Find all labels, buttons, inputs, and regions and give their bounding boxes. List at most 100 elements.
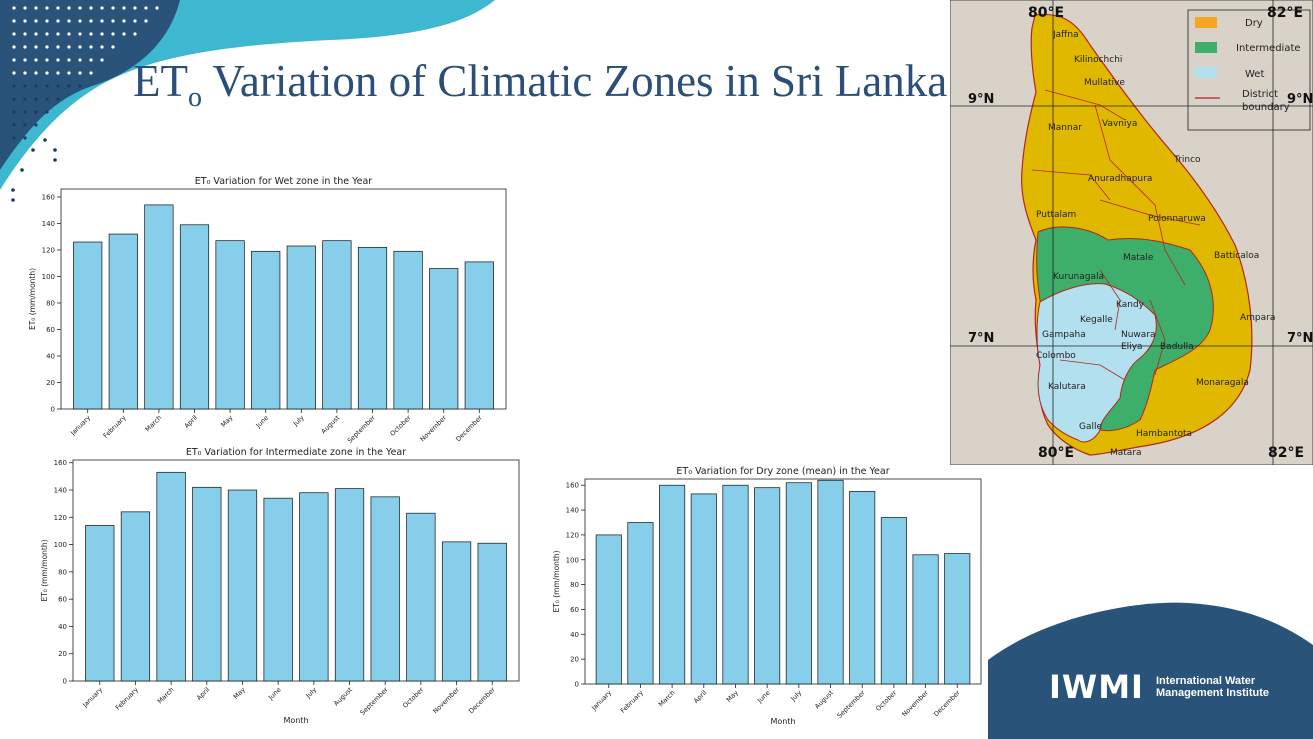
bar-june: [251, 250, 281, 410]
logo-background: [988, 602, 1313, 739]
decoration-dot: [45, 97, 49, 101]
y-tick-label: 120: [42, 246, 55, 254]
coord-9n-left: 9°N: [968, 92, 994, 107]
district-label: Hambantota: [1136, 429, 1192, 439]
bar-july: [286, 245, 316, 410]
y-tick-label: 160: [54, 459, 67, 467]
decoration-dot: [12, 45, 16, 49]
decoration-dot: [23, 58, 27, 62]
x-tick-label: September: [346, 414, 377, 445]
decoration-dot: [12, 58, 16, 62]
decoration-dot: [78, 71, 82, 75]
bar-may: [227, 489, 258, 682]
district-label: Mullative: [1084, 78, 1125, 88]
coord-bottom-right: 82°E: [1268, 445, 1304, 461]
header-decoration: [0, 0, 495, 202]
bar-november: [429, 268, 459, 410]
x-tick-label: July: [291, 414, 306, 429]
district-label: Nuwara: [1121, 330, 1156, 340]
decoration-dot: [78, 6, 82, 10]
x-tick-label: March: [144, 414, 164, 434]
decoration-dot: [12, 71, 16, 75]
y-tick-label: 160: [42, 193, 55, 201]
decoration-dot: [45, 19, 49, 23]
iwmi-logo: IWMI International Water Management Inst…: [1049, 668, 1276, 706]
district-label: Batticaloa: [1214, 251, 1259, 261]
decoration-dot: [89, 6, 93, 10]
y-tick-label: 60: [58, 596, 67, 604]
decoration-dot: [67, 84, 71, 88]
decoration-dot: [67, 6, 71, 10]
x-tick-label: November: [431, 686, 461, 716]
decoration-dot: [100, 6, 104, 10]
decoration-dot: [111, 19, 115, 23]
decoration-dot: [45, 110, 49, 114]
decoration-dot: [78, 45, 82, 49]
decoration-dot: [111, 32, 115, 36]
decoration-dot: [122, 19, 126, 23]
y-tick-label: 80: [46, 299, 55, 307]
decoration-dot: [23, 97, 27, 101]
bar-october: [880, 517, 907, 685]
decoration-dot: [78, 32, 82, 36]
decoration-dot: [56, 6, 60, 10]
x-tick-label: June: [755, 689, 771, 705]
bar-december: [477, 542, 507, 682]
district-label: Vavniya: [1102, 119, 1137, 129]
x-tick-label: February: [102, 414, 128, 440]
decoration-dot: [144, 19, 148, 23]
y-tick-label: 20: [570, 656, 579, 664]
decoration-dot: [11, 198, 15, 202]
decoration-dot: [78, 58, 82, 62]
logo-org-line2: Management Institute: [1155, 687, 1270, 699]
district-label: Kilinochchi: [1074, 55, 1122, 65]
y-tick-label: 100: [42, 273, 55, 281]
y-tick-label: 40: [58, 623, 67, 631]
x-tick-label: March: [156, 686, 176, 706]
district-label: Puttalam: [1036, 210, 1076, 220]
decoration-dot: [23, 84, 27, 88]
decoration-dot: [45, 32, 49, 36]
bar-february: [108, 233, 138, 410]
bar-april: [179, 224, 210, 410]
decoration-dot: [89, 58, 93, 62]
y-tick-label: 60: [570, 606, 579, 614]
decoration-dot: [67, 58, 71, 62]
y-tick-label: 0: [51, 406, 55, 414]
x-tick-label: May: [232, 686, 247, 701]
y-tick-label: 60: [46, 326, 55, 334]
y-axis-label: ET₀ (mm/month): [28, 268, 37, 330]
bar-january: [73, 241, 103, 410]
bar-december: [464, 261, 494, 410]
x-tick-label: December: [467, 686, 497, 716]
decoration-dot: [53, 148, 57, 152]
decoration-dot: [78, 84, 82, 88]
district-label: Kandy: [1116, 300, 1145, 310]
x-tick-label: April: [183, 414, 199, 430]
district-label: Kurunagala: [1053, 272, 1104, 282]
x-tick-label: February: [619, 689, 645, 715]
decoration-dot: [100, 19, 104, 23]
bar-october: [393, 250, 423, 410]
decoration-dot: [31, 148, 35, 152]
intermediate-zone-chart: ET₀ Variation for Intermediate zone in t…: [40, 447, 520, 725]
decoration-dot: [45, 6, 49, 10]
coord-top-right: 82°E: [1267, 5, 1303, 21]
bar-july: [785, 482, 812, 685]
decoration-dot: [23, 71, 27, 75]
decoration-dot: [144, 6, 148, 10]
coord-7n-left: 7°N: [968, 331, 994, 346]
decoration-dot: [133, 19, 137, 23]
legend-dry: Dry: [1245, 18, 1263, 29]
decoration-dot: [122, 6, 126, 10]
decoration-dot: [12, 32, 16, 36]
decoration-dot: [56, 84, 60, 88]
y-axis-label: ET₀ (mm/month): [40, 539, 49, 601]
decoration-dot: [23, 32, 27, 36]
district-label: Kalutara: [1048, 382, 1086, 392]
decoration-dot: [23, 6, 27, 10]
x-tick-label: January: [589, 689, 613, 713]
bar-august: [817, 479, 844, 685]
decoration-dot: [56, 32, 60, 36]
decoration-dot: [34, 58, 38, 62]
